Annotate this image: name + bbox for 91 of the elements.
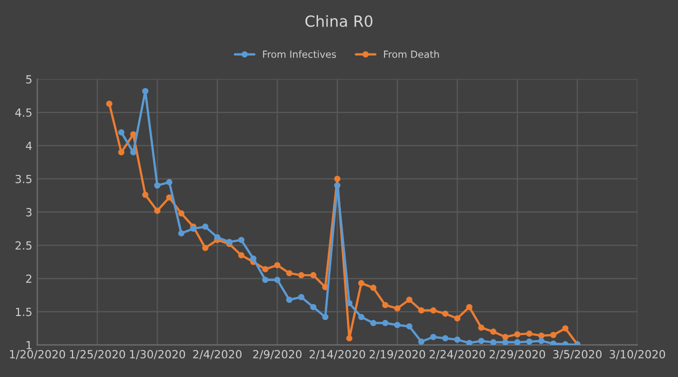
point: [478, 338, 484, 344]
x-tick-label: 2/19/2020: [370, 350, 426, 360]
point: [166, 179, 172, 186]
point: [382, 320, 388, 326]
point: [310, 304, 316, 310]
x-tick-label: 2/9/2020: [253, 350, 302, 360]
point: [442, 335, 448, 342]
x-tick-label: 2/24/2020: [430, 350, 486, 360]
point: [106, 100, 112, 107]
x-tick-label: 2/4/2020: [193, 350, 242, 360]
y-tick-label: 1: [26, 341, 32, 350]
y-tick-label: 4.5: [15, 108, 32, 117]
point: [502, 339, 508, 345]
point: [466, 340, 472, 345]
x-tick-label: 2/29/2020: [490, 350, 546, 360]
point: [118, 149, 124, 156]
point: [286, 296, 292, 303]
point: [514, 339, 520, 345]
point: [178, 210, 184, 217]
legend-label: From Infectives: [263, 50, 336, 58]
y-tick-label: 3.5: [16, 174, 32, 184]
point: [478, 324, 484, 331]
point: [178, 230, 184, 236]
point: [454, 315, 460, 322]
point: [250, 255, 256, 262]
point: [142, 192, 148, 198]
point: [238, 236, 244, 244]
point: [346, 300, 352, 306]
point: [562, 325, 568, 332]
y-tick-label: 4: [26, 142, 32, 150]
point: [334, 182, 340, 189]
point: [358, 314, 364, 320]
point: [358, 280, 364, 286]
point: [154, 208, 160, 214]
point: [490, 328, 496, 335]
point: [526, 338, 532, 345]
point: [430, 307, 436, 314]
chart-title: China R0: [305, 15, 372, 27]
y-tick-label: 1.5: [16, 308, 32, 316]
point: [298, 294, 304, 300]
point: [502, 334, 508, 340]
point: [538, 332, 544, 339]
x-tick-label: 2/14/2020: [310, 350, 366, 360]
point: [550, 332, 556, 338]
point: [142, 88, 148, 94]
y-tick-label: 2.5: [16, 241, 32, 250]
point: [118, 129, 124, 136]
x-tick-label: 1/25/2020: [70, 350, 126, 360]
point: [418, 338, 424, 345]
point: [538, 338, 544, 344]
point: [526, 330, 532, 337]
point: [418, 307, 424, 314]
point: [442, 310, 448, 317]
point: [262, 266, 268, 272]
x-tick-label: 3/10/2020: [610, 350, 666, 360]
point: [346, 335, 352, 342]
y-tick-label: 2: [26, 274, 32, 283]
point: [394, 305, 400, 312]
point: [166, 194, 172, 201]
x-tick-label: 1/20/2020: [10, 350, 66, 360]
x-tick-label: 3/5/2020: [553, 350, 602, 360]
point: [322, 314, 328, 320]
point: [466, 304, 472, 310]
point: [370, 284, 376, 291]
point: [262, 276, 268, 283]
point: [286, 270, 292, 276]
point: [274, 262, 280, 268]
point: [130, 131, 136, 138]
y-tick-label: 5: [26, 75, 32, 84]
point: [394, 322, 400, 328]
x-tick-label: 1/30/2020: [130, 350, 186, 360]
point: [130, 149, 136, 156]
point: [274, 276, 280, 283]
point: [514, 331, 520, 338]
point: [430, 334, 436, 340]
point: [454, 336, 460, 343]
point: [490, 339, 496, 345]
point: [238, 252, 244, 258]
point: [154, 182, 160, 189]
legend-label: From Death: [384, 50, 439, 58]
point: [334, 176, 340, 182]
point: [214, 234, 220, 240]
point: [310, 272, 316, 278]
y-tick-label: 3: [26, 208, 32, 216]
point: [298, 272, 304, 278]
point: [370, 320, 376, 326]
point: [202, 224, 208, 230]
point: [202, 244, 208, 252]
point: [382, 302, 388, 308]
point: [406, 296, 412, 303]
point: [406, 323, 412, 330]
